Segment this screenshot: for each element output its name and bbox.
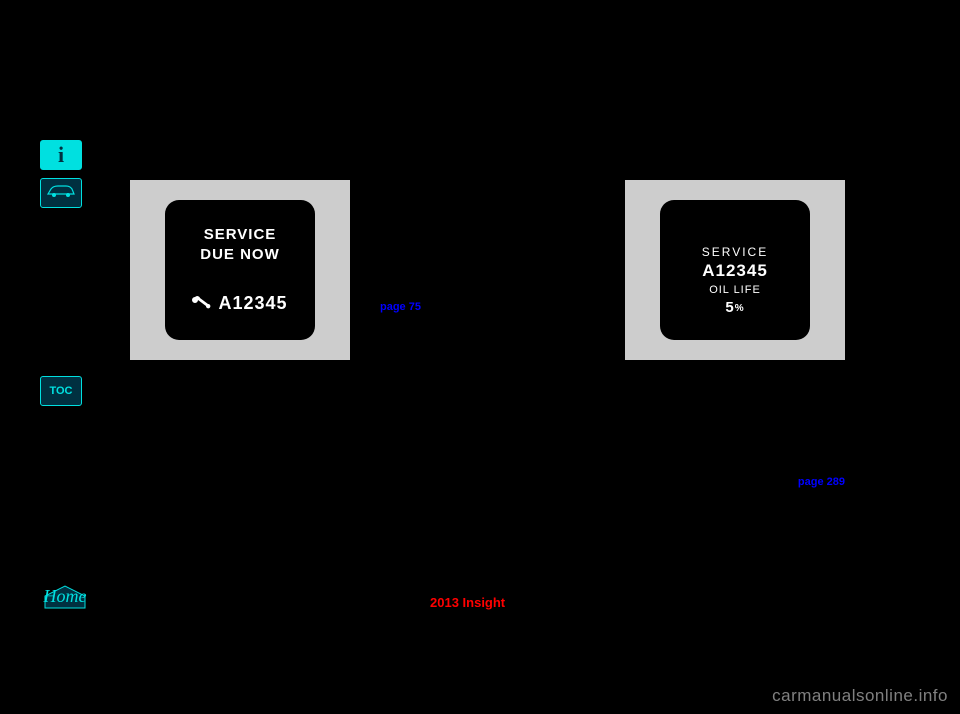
lcd-display-service-due-now: SERVICE DUE NOW A12345 (165, 200, 315, 340)
nav-home-button[interactable]: Home (40, 583, 90, 609)
nav-car-button[interactable] (40, 178, 82, 208)
col-1: SERVICE DUE NOW A12345 (130, 180, 360, 370)
col-2: page 75 (380, 180, 610, 315)
lcd-line-1: SERVICE (204, 225, 277, 245)
col-3: SERVICE A12345 OIL LIFE 5% page 289 (625, 180, 855, 490)
info-icon: i (58, 142, 64, 168)
nav-info-button[interactable]: i (40, 140, 82, 170)
left-nav: i TOC (40, 140, 90, 406)
car-icon (46, 184, 76, 203)
lcd-display-oil-life: SERVICE A12345 OIL LIFE 5% (660, 200, 810, 340)
lcd-frame-right: SERVICE A12345 OIL LIFE 5% (625, 180, 845, 360)
lcd-r-line-3: OIL LIFE (709, 283, 761, 298)
lcd-line-3: A12345 (192, 291, 287, 315)
wrench-icon (192, 291, 212, 315)
toc-label: TOC (49, 385, 72, 397)
link-page-289[interactable]: page 289 (798, 476, 845, 488)
lcd-r-line-1: SERVICE (702, 244, 768, 260)
oil-life-unit: % (735, 303, 745, 314)
page-content: SERVICE DUE NOW A12345 page 75 SERVICE (120, 180, 915, 600)
lcd-line-2: DUE NOW (200, 245, 280, 265)
lcd-r-code: A12345 (702, 260, 768, 283)
link-page-75[interactable]: page 75 (380, 301, 421, 313)
watermark: carmanualsonline.info (772, 686, 948, 706)
home-label: Home (44, 586, 87, 607)
nav-toc-button[interactable]: TOC (40, 376, 82, 406)
lcd-frame-left: SERVICE DUE NOW A12345 (130, 180, 350, 360)
footer-model: 2013 Insight (430, 595, 505, 610)
lcd-code: A12345 (218, 291, 287, 315)
lcd-r-value: 5% (725, 298, 744, 318)
oil-life-value: 5 (725, 299, 734, 316)
